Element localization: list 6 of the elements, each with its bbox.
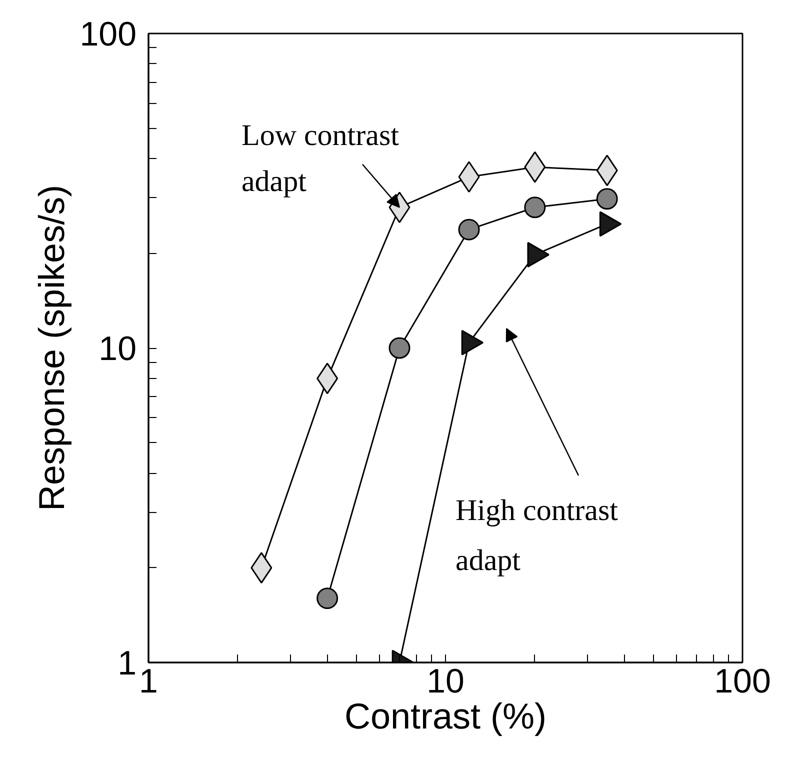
x-tick-label: 100 [714, 662, 771, 700]
annotation: High contrast adapt [456, 494, 619, 577]
y-tick-label: 10 [98, 330, 137, 368]
y-tick-label: 100 [80, 16, 137, 54]
annotation: Low contrast adapt [241, 118, 400, 198]
y-axis-title: Response (spikes/s) [30, 184, 72, 512]
